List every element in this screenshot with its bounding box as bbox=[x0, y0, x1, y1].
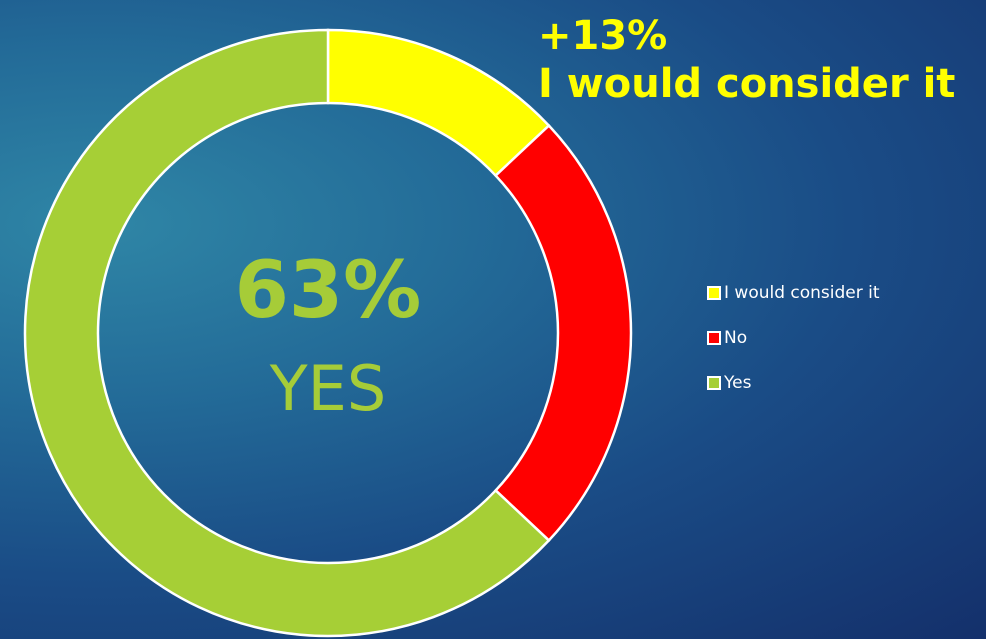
legend-item-consider: I would consider it bbox=[707, 282, 880, 304]
legend-label: No bbox=[724, 328, 748, 348]
legend-label: I would consider it bbox=[724, 283, 880, 303]
donut-slice-yes bbox=[23, 28, 551, 638]
legend-swatch-consider bbox=[707, 286, 721, 300]
donut-slice-i-would-consider-it bbox=[326, 28, 551, 178]
center-label: YES bbox=[269, 352, 387, 425]
legend-swatch-yes bbox=[707, 376, 721, 390]
legend-label: Yes bbox=[724, 373, 752, 393]
callout-percent: +13% bbox=[538, 13, 668, 59]
donut-slice-no bbox=[493, 123, 633, 543]
chart-legend: I would consider it No Yes bbox=[707, 282, 880, 417]
callout-annotation: +13% I would consider it bbox=[538, 12, 955, 108]
legend-item-no: No bbox=[707, 327, 880, 349]
legend-item-yes: Yes bbox=[707, 372, 880, 394]
callout-label: I would consider it bbox=[538, 61, 956, 107]
legend-swatch-no bbox=[707, 331, 721, 345]
center-percent: 63% bbox=[234, 246, 422, 336]
